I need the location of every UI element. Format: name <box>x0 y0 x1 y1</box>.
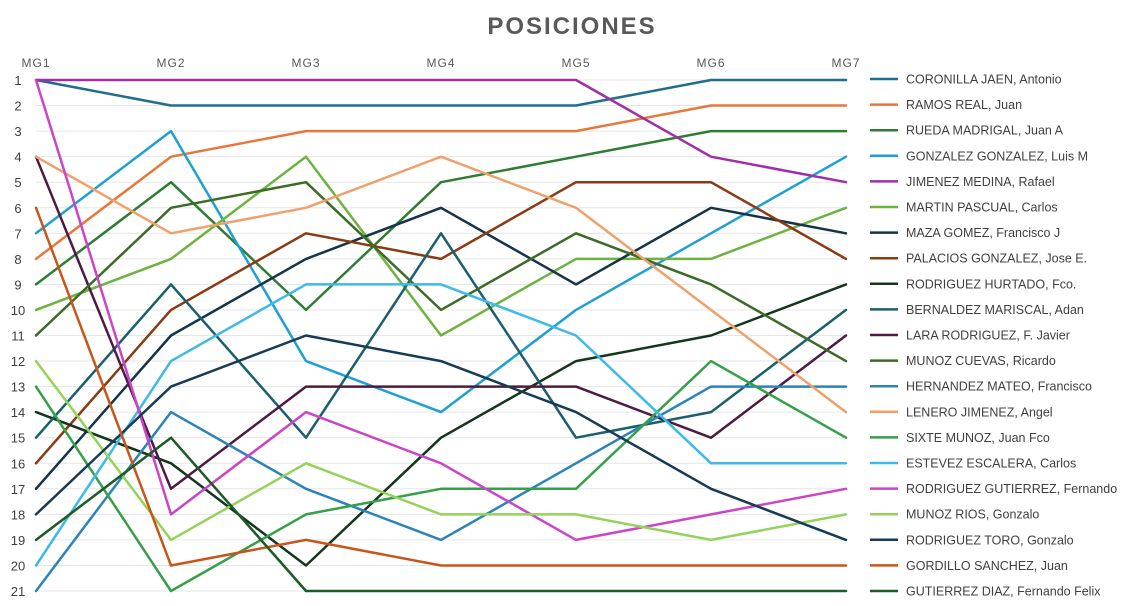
series-line-1 <box>34 78 848 107</box>
legend-label: RODRIGUEZ TORO, Gonzalo <box>906 533 1074 547</box>
y-tick-label: 9 <box>14 277 21 292</box>
x-tick-label: MG5 <box>561 56 590 70</box>
legend-label: CORONILLA JAEN, Antonio <box>906 73 1062 87</box>
x-tick-label: MG2 <box>156 56 185 70</box>
legend-label: RUEDA MADRIGAL, Juan A <box>906 124 1064 138</box>
legend-label: LARA RODRIGUEZ, F. Javier <box>906 329 1070 343</box>
legend-label: HERNANDEZ MATEO, Francisco <box>906 380 1092 394</box>
series-line-10 <box>34 232 848 439</box>
legend-label: GUTIERREZ DIAZ, Fernando Felix <box>906 585 1101 599</box>
legend-label: MAZA GOMEZ, Francisco J <box>906 226 1060 240</box>
legend-label: RODRIGUEZ GUTIERREZ, Fernando <box>906 482 1117 496</box>
y-tick-label: 11 <box>11 329 25 344</box>
y-tick-label: 5 <box>14 175 21 190</box>
series-line-7 <box>34 206 848 491</box>
y-tick-label: 2 <box>14 99 21 114</box>
legend-label: GORDILLO SANCHEZ, Juan <box>906 559 1068 573</box>
legend-label: PALACIOS GONZALEZ, Jose E. <box>906 252 1087 266</box>
x-tick-label: MG7 <box>831 56 860 70</box>
legend-label: RODRIGUEZ HURTADO, Fco. <box>906 277 1076 291</box>
series-line-4 <box>34 129 848 414</box>
y-tick-label: 13 <box>11 380 25 395</box>
y-tick-label: 3 <box>14 124 21 139</box>
legend-label: MUNOZ CUEVAS, Ricardo <box>906 354 1056 368</box>
series-line-12 <box>34 180 848 363</box>
y-tick-label: 1 <box>14 73 21 88</box>
legend-label: SIXTE MUNOZ, Juan Fco <box>906 431 1050 445</box>
series-line-14 <box>34 155 848 414</box>
y-tick-label: 14 <box>11 405 25 420</box>
series-line-6 <box>34 155 848 337</box>
chart-title: POSICIONES <box>487 13 656 40</box>
series-lines <box>34 78 848 593</box>
legend-label: RAMOS REAL, Juan <box>906 98 1022 112</box>
series-line-21 <box>34 436 848 593</box>
y-tick-label: 8 <box>14 252 21 267</box>
y-tick-label: 6 <box>14 201 21 216</box>
legend-label: MUNOZ RIOS, Gonzalo <box>906 508 1039 522</box>
y-tick-label: 16 <box>11 456 25 471</box>
legend-label: JIMENEZ MEDINA, Rafael <box>906 175 1055 189</box>
y-tick-label: 7 <box>14 226 21 241</box>
series-line-13 <box>34 385 848 593</box>
y-tick-label: 12 <box>11 354 25 369</box>
y-tick-label: 18 <box>11 507 25 522</box>
series-line-16 <box>34 283 848 567</box>
legend-label: LENERO JIMENEZ, Angel <box>906 405 1053 419</box>
legend-label: BERNALDEZ MARISCAL, Adan <box>906 303 1084 317</box>
legend-label: GONZALEZ GONZALEZ, Luis M <box>906 149 1088 163</box>
y-tick-label: 4 <box>14 150 21 165</box>
series-line-2 <box>34 104 848 261</box>
series-line-5 <box>34 78 848 184</box>
y-tick-label: 20 <box>11 558 25 573</box>
series-line-19 <box>34 334 848 542</box>
series-line-11 <box>34 155 848 491</box>
legend-label: ESTEVEZ ESCALERA, Carlos <box>906 457 1076 471</box>
y-tick-label: 19 <box>11 533 25 548</box>
legend: CORONILLA JAEN, Antonio RAMOS REAL, Juan R… <box>870 73 1117 599</box>
series-line-8 <box>34 180 848 465</box>
x-tick-label: MG1 <box>21 56 50 70</box>
series-line-20 <box>34 206 848 567</box>
series-line-17 <box>34 78 848 542</box>
series-line-9 <box>34 283 848 567</box>
y-tick-label: 15 <box>11 431 25 446</box>
y-tick-label: 21 <box>11 584 25 599</box>
y-tick-label: 17 <box>11 482 25 497</box>
series-line-15 <box>34 359 848 593</box>
x-tick-label: MG3 <box>291 56 320 70</box>
legend-label: MARTIN PASCUAL, Carlos <box>906 201 1058 215</box>
series-line-18 <box>34 359 848 542</box>
x-tick-label: MG4 <box>426 56 455 70</box>
y-tick-label: 10 <box>11 303 25 318</box>
series-line-3 <box>34 129 848 312</box>
x-axis-labels: MG1 MG2 MG3 MG4 MG5 MG6 MG7 <box>21 56 860 70</box>
x-tick-label: MG6 <box>696 56 725 70</box>
